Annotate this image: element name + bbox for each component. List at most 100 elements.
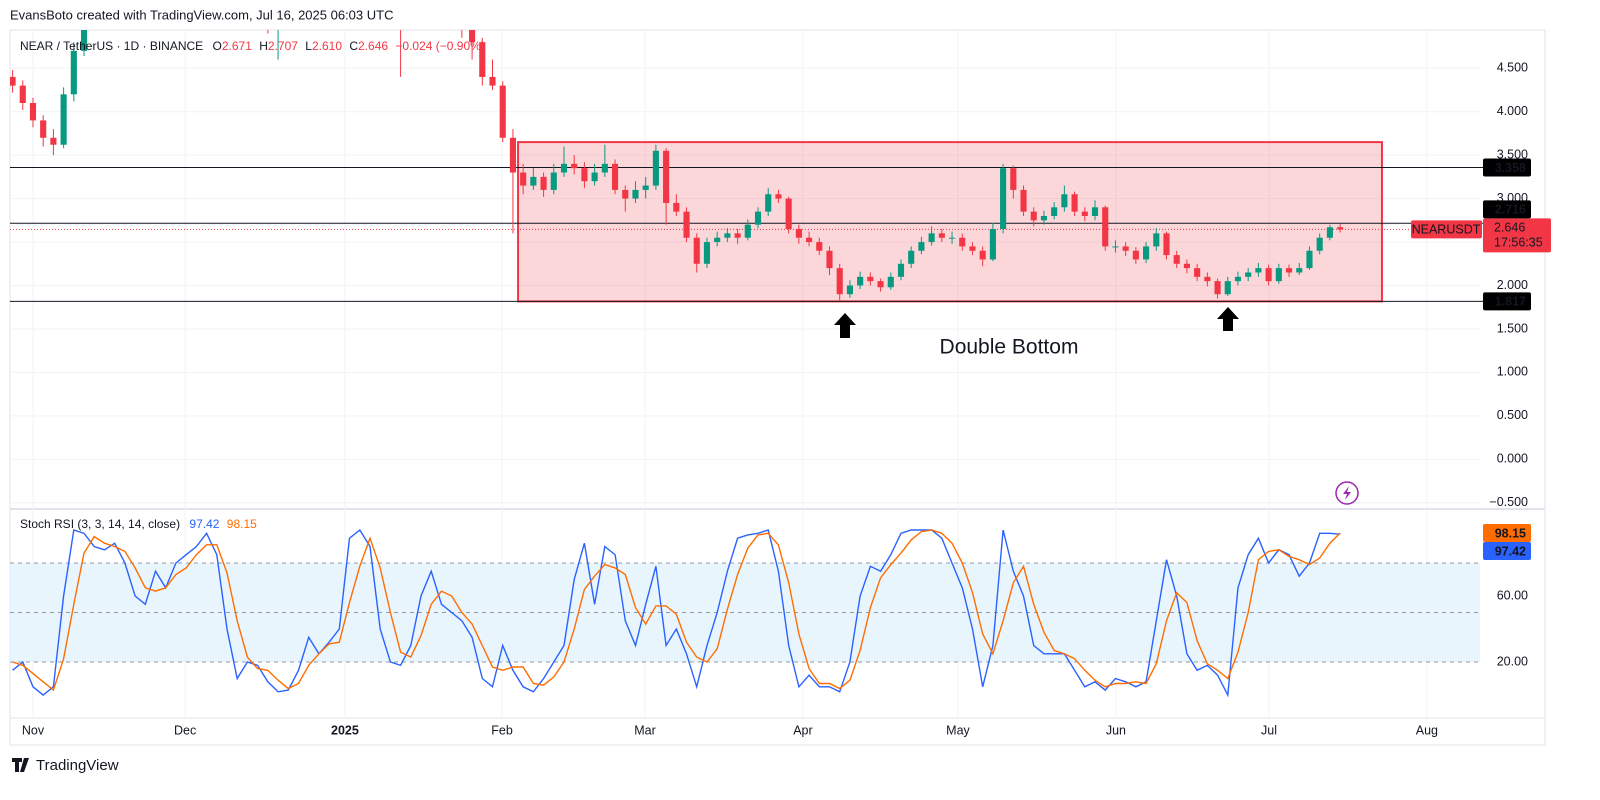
stoch-value-label: 98.15	[1495, 526, 1526, 540]
x-tick-label: Aug	[1416, 723, 1438, 737]
candle-body	[520, 172, 527, 186]
candle-body	[1183, 263, 1190, 269]
legend-key: C	[349, 39, 358, 53]
alert-bolt	[1343, 486, 1351, 500]
candle-body	[1163, 233, 1170, 256]
legend-value: 2.646	[358, 39, 388, 53]
y-tick-label: 1.000	[1497, 365, 1528, 379]
x-tick-label: Jul	[1261, 723, 1277, 737]
candle-body	[1234, 276, 1242, 282]
candle-body	[1316, 237, 1323, 251]
candle-body	[928, 233, 935, 243]
stoch-k-value: 97.42	[189, 517, 219, 531]
candle-body	[509, 137, 516, 173]
candle-body	[714, 237, 721, 243]
stoch-line	[12, 529, 1341, 692]
candle-body	[989, 229, 996, 260]
candle-body	[959, 237, 966, 247]
candle-body	[663, 150, 670, 203]
candle-body	[775, 194, 782, 199]
candle-body	[469, 30, 476, 43]
foreground-layer: Nov Dec 2025 Feb Mar Apr May Jun Jul Aug 2.64617:5…	[22, 158, 1551, 737]
legend-key: O	[213, 39, 222, 53]
candle-body	[683, 211, 690, 238]
symbol-title: NEAR / TetherUS · 1D · BINANCE	[20, 39, 203, 53]
candle-body	[1132, 250, 1139, 260]
candle-body	[836, 268, 843, 295]
candle-body	[632, 189, 639, 199]
candle-body	[418, 0, 424, 7]
x-tick-label: Apr	[793, 723, 812, 737]
last-price-box	[1483, 218, 1551, 253]
candle-body	[734, 233, 741, 238]
legend-key: L	[305, 39, 312, 53]
candle-body	[459, 16, 465, 29]
x-tick-label: May	[946, 723, 970, 737]
y-tick-label: 20.00	[1497, 654, 1528, 668]
y-tick-label: 2.000	[1497, 278, 1528, 292]
x-tick-label: Nov	[22, 723, 45, 737]
symbol-label: NEARUSDT	[1412, 223, 1481, 237]
x-tick-label: Jun	[1106, 723, 1126, 737]
candle-body	[1153, 233, 1160, 247]
x-tick-label: Feb	[491, 723, 513, 737]
candle-body	[979, 250, 986, 260]
candle-body	[622, 189, 629, 199]
candle-body	[816, 242, 823, 251]
legend-change: −0.024 (−0.90%)	[395, 39, 484, 53]
candle-body	[1040, 215, 1048, 221]
candle-body	[1255, 268, 1262, 273]
candle-body	[428, 7, 434, 16]
level-label-box	[1483, 200, 1531, 219]
candle-body	[80, 30, 88, 51]
y-tick-label: −0.500	[1489, 495, 1528, 509]
arrow-up	[1217, 307, 1239, 331]
candle-body	[1306, 250, 1313, 269]
candle-body	[1265, 268, 1272, 282]
level-label: 3.358	[1495, 161, 1526, 175]
legend-value: 2.671	[222, 39, 252, 53]
brand-logo	[12, 758, 29, 772]
candle-body	[1122, 246, 1129, 251]
candle-body	[29, 103, 37, 121]
chart-frame	[9, 29, 1546, 746]
stoch-value-label-box	[1483, 524, 1531, 543]
candle-body	[449, 7, 455, 16]
candle-body	[571, 163, 578, 169]
level-label: 1.817	[1495, 295, 1526, 309]
candle-body	[19, 85, 26, 104]
candle-body	[550, 172, 557, 190]
background-layer: 4.5004.0003.5003.0002.5002.0001.5001.000…	[10, 61, 1528, 668]
pattern-annotation: Double Bottom	[940, 336, 1079, 359]
candle-body	[1224, 281, 1231, 295]
level-label-box	[1483, 292, 1531, 311]
candle-body	[10, 76, 16, 86]
candle-body	[887, 276, 894, 288]
candle-body	[1112, 246, 1119, 248]
y-tick-label: 4.000	[1497, 104, 1528, 118]
stoch-pane	[12, 528, 1341, 698]
candle-body	[826, 250, 833, 269]
candle-body	[398, 7, 404, 16]
candle-body	[591, 172, 598, 182]
candle-body	[806, 237, 813, 243]
candle-body	[1214, 281, 1221, 295]
price-pane	[10, 0, 1344, 302]
candle-body	[1245, 272, 1252, 277]
candle-body	[530, 176, 537, 186]
candle-body	[1326, 227, 1333, 238]
candle-body	[408, 0, 414, 16]
x-tick-label: Mar	[634, 723, 656, 737]
candle-body	[703, 242, 711, 264]
candle-body	[1285, 268, 1293, 273]
level-label: 2.716	[1495, 203, 1526, 217]
candle-body	[938, 233, 945, 238]
stoch-line	[12, 528, 1341, 698]
y-tick-label: 0.500	[1497, 408, 1528, 422]
candle-body	[969, 246, 976, 251]
candle-body	[918, 242, 925, 251]
attribution: EvansBoto created with TradingView.com, …	[10, 7, 393, 22]
